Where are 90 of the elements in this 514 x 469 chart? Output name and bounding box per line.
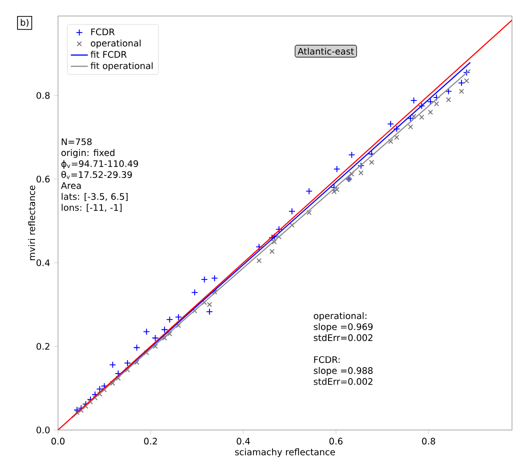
point xyxy=(408,124,414,130)
annotation: operational: xyxy=(314,312,366,321)
point xyxy=(256,258,262,264)
point xyxy=(427,98,434,106)
legend-label: fit FCDR xyxy=(90,50,127,58)
point xyxy=(110,380,116,386)
point xyxy=(368,150,376,158)
x-tick-label: 0.2 xyxy=(144,438,157,445)
annotation: ϕ$_{v}$=94.71-110.49 xyxy=(61,160,138,169)
legend-label: FCDR xyxy=(91,28,115,36)
x-tick-label: 0.8 xyxy=(422,438,436,445)
point xyxy=(393,125,400,132)
annotation: slope =0.988 xyxy=(314,367,373,376)
point xyxy=(270,233,278,240)
point xyxy=(334,186,340,192)
point xyxy=(133,344,140,352)
point xyxy=(256,243,263,250)
text: b) xyxy=(20,18,28,27)
annotation: Area xyxy=(60,182,81,189)
point xyxy=(306,210,312,216)
point xyxy=(206,308,213,316)
point xyxy=(167,331,172,336)
point xyxy=(175,314,182,321)
point xyxy=(358,170,364,176)
point xyxy=(458,79,465,86)
point xyxy=(162,335,168,341)
point xyxy=(124,360,131,367)
point xyxy=(330,184,338,191)
annotation: slope =0.969 xyxy=(314,323,373,332)
point xyxy=(83,404,88,409)
x-tick-label: 0.6 xyxy=(329,438,343,445)
point xyxy=(143,328,150,336)
annotation: θ$_{v}$=17.52-29.39 xyxy=(61,170,132,179)
point xyxy=(464,78,470,84)
point xyxy=(445,88,452,95)
point xyxy=(109,361,116,368)
y-tick-label: 0.6 xyxy=(36,176,50,182)
point xyxy=(306,188,313,195)
annotation: origin: fixed xyxy=(61,149,114,158)
point xyxy=(200,276,208,283)
annotation: stdErr=0.002 xyxy=(314,334,372,342)
point xyxy=(410,97,418,104)
point xyxy=(349,172,354,177)
y-tick-label: 0.8 xyxy=(36,92,50,99)
annotation: FCDR: xyxy=(314,356,340,363)
point xyxy=(419,114,424,120)
point xyxy=(332,189,337,194)
point xyxy=(428,110,434,115)
point xyxy=(433,94,440,101)
point xyxy=(333,166,340,173)
point xyxy=(96,386,104,392)
point xyxy=(446,97,452,102)
x-tick-label: 0.4 xyxy=(236,438,250,445)
point xyxy=(369,160,374,165)
y-tick-label: 0.2 xyxy=(36,342,50,350)
point xyxy=(161,326,168,334)
point xyxy=(166,316,174,324)
point xyxy=(276,226,282,233)
annotation: N=758 xyxy=(62,138,92,146)
point xyxy=(407,115,414,122)
y-tick-label: 0.4 xyxy=(36,259,50,266)
legend-label: fit operational xyxy=(90,62,153,71)
y-axis-title: mviri reflectance xyxy=(28,186,36,260)
point xyxy=(116,376,121,381)
point xyxy=(348,151,356,158)
legend-label: operational xyxy=(90,40,141,48)
point xyxy=(387,120,394,128)
point xyxy=(211,274,218,282)
point xyxy=(394,134,400,140)
annotation: lons: [-11, -1] xyxy=(62,204,122,212)
point xyxy=(358,162,364,170)
point xyxy=(434,101,440,106)
point xyxy=(272,239,277,244)
point xyxy=(411,114,416,119)
point xyxy=(152,344,158,349)
annotation: lats: [-3.5, 6.5] xyxy=(62,192,128,201)
point xyxy=(212,289,218,295)
point xyxy=(458,88,464,94)
x-axis-title: sciamachy reflectance xyxy=(235,448,335,458)
annotation: Atlantic-east xyxy=(298,48,354,55)
point xyxy=(269,248,275,254)
point xyxy=(288,208,296,215)
point xyxy=(418,102,426,110)
point xyxy=(463,69,470,76)
point xyxy=(191,288,198,296)
x-tick-label: 0.0 xyxy=(51,438,65,445)
point xyxy=(388,138,394,144)
y-tick-label: 0.0 xyxy=(36,426,50,434)
annotation: stdErr=0.002 xyxy=(314,378,372,385)
point xyxy=(152,334,159,342)
